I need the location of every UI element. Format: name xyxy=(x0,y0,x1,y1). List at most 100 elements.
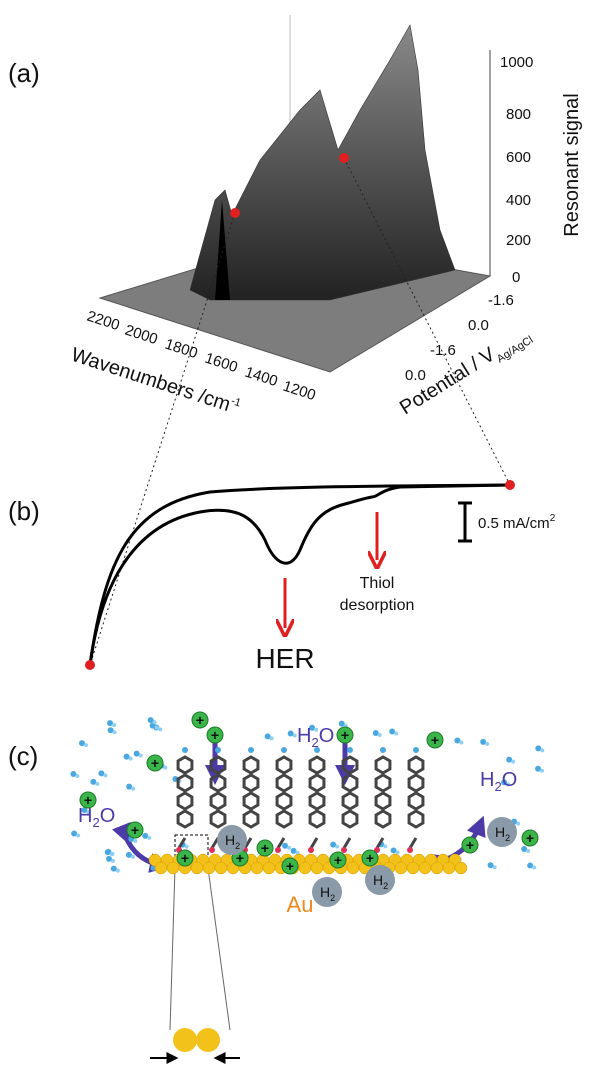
water-droplet xyxy=(90,778,97,785)
ring xyxy=(341,773,359,793)
water-droplet xyxy=(269,736,274,741)
water-droplet xyxy=(394,731,399,736)
ring xyxy=(242,791,260,811)
hydrogen-sub: 2 xyxy=(383,881,388,891)
ring xyxy=(374,755,392,775)
gold-atom xyxy=(190,861,204,875)
water-droplet xyxy=(126,783,133,790)
water-droplet xyxy=(81,807,88,814)
water-label: H2O xyxy=(480,769,517,794)
cation-sign: + xyxy=(236,850,244,866)
marker xyxy=(505,480,515,490)
water-o: O xyxy=(319,725,335,747)
tick-label: 1800 xyxy=(163,336,200,362)
hydrogen-label: H2 xyxy=(225,832,240,851)
linker xyxy=(177,837,187,849)
water-droplet xyxy=(516,821,521,826)
water-droplet xyxy=(506,756,513,763)
surface xyxy=(189,24,456,301)
ring xyxy=(209,809,227,829)
cation xyxy=(79,791,97,809)
cation-sign: + xyxy=(84,792,92,808)
cation-sign: + xyxy=(286,858,294,874)
cv-curve xyxy=(88,483,511,666)
gold-atom xyxy=(454,861,468,875)
hydrogen-h: H xyxy=(320,884,330,900)
water-droplet xyxy=(83,743,88,748)
scale-text: 0.5 mA/cm xyxy=(478,515,550,532)
water-droplet xyxy=(527,862,534,869)
water-droplet xyxy=(71,830,78,837)
water-droplet xyxy=(184,844,189,849)
ring xyxy=(308,773,326,793)
sulfur-atom xyxy=(308,847,314,853)
cation-sign: + xyxy=(261,840,269,856)
water-droplet xyxy=(158,727,163,732)
water-droplet xyxy=(492,865,497,870)
gold-atom xyxy=(166,861,180,875)
cation xyxy=(281,857,299,875)
cation-sign: + xyxy=(341,727,349,743)
water-sub: 2 xyxy=(311,735,318,750)
water-droplet xyxy=(133,838,138,843)
water-droplet xyxy=(454,737,461,744)
hydrogen-h: H xyxy=(373,872,383,888)
water-droplet xyxy=(532,865,537,870)
cation-sign: + xyxy=(431,732,439,748)
cation-sign: + xyxy=(366,850,374,866)
water-droplet xyxy=(76,833,81,838)
gold-atom xyxy=(310,861,324,875)
hydrogen-sub: 2 xyxy=(235,841,240,851)
sulfur-atom xyxy=(374,847,380,853)
gold-atom xyxy=(250,861,264,875)
ring xyxy=(407,809,425,829)
tick-label: 800 xyxy=(506,106,531,123)
water-droplet xyxy=(163,765,168,770)
cation-sign: + xyxy=(211,727,219,743)
linker xyxy=(342,837,352,849)
water-droplet xyxy=(540,748,545,753)
tick-label: 1400 xyxy=(243,364,280,390)
ring xyxy=(308,809,326,829)
water-droplet xyxy=(104,849,111,856)
ring xyxy=(275,809,293,829)
water-droplet xyxy=(107,727,114,734)
ring xyxy=(209,773,227,793)
ring xyxy=(407,773,425,793)
ring xyxy=(242,809,260,829)
axis-label-sup: -1 xyxy=(229,395,242,409)
ring xyxy=(242,755,260,775)
linker xyxy=(309,837,319,849)
water-droplet xyxy=(459,740,464,745)
water-droplet xyxy=(123,753,130,760)
water-droplet xyxy=(112,723,117,728)
gold-atom xyxy=(298,861,312,875)
axis-label: Resonant signal xyxy=(561,93,583,236)
gold-atom xyxy=(430,861,444,875)
sulfur-atom xyxy=(407,847,413,853)
scale-sup: 2 xyxy=(550,513,556,524)
ring xyxy=(341,809,359,829)
gold-atom xyxy=(418,861,432,875)
panel-label: (c) xyxy=(8,741,38,771)
y-ticks: -1.6 0.0 -1.6 0.0 xyxy=(405,292,514,384)
water-droplet xyxy=(292,733,297,738)
annotation: HER xyxy=(255,643,314,674)
tick-label: 1600 xyxy=(203,350,240,376)
annotation: Thiol xyxy=(360,575,395,592)
water-droplet xyxy=(70,770,77,777)
water-sub: 2 xyxy=(494,779,501,794)
water-droplet xyxy=(154,725,159,730)
cation xyxy=(126,821,144,839)
ring xyxy=(176,755,194,775)
connector xyxy=(343,157,511,486)
hydrogen-bubble xyxy=(365,865,395,895)
cation xyxy=(206,726,224,744)
ring xyxy=(242,773,260,793)
gold-atom xyxy=(214,861,228,875)
sulfur-atom xyxy=(209,847,215,853)
cation xyxy=(256,839,274,857)
z-ticks: 1000 800 600 400 200 0 xyxy=(500,54,533,286)
ring xyxy=(341,755,359,775)
